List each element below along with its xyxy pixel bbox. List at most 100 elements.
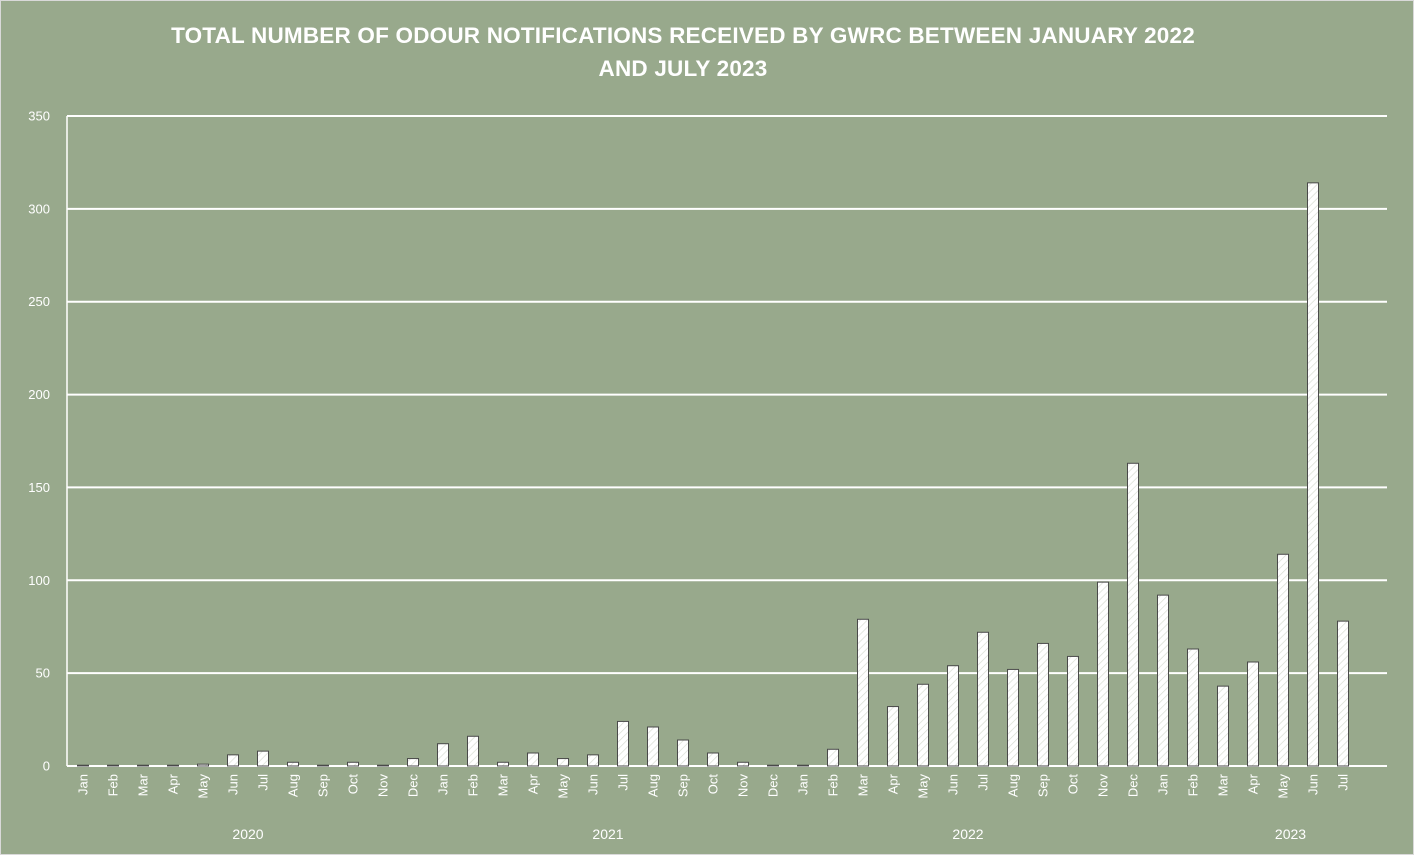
bar bbox=[167, 764, 179, 767]
bar bbox=[677, 739, 689, 767]
bar bbox=[227, 754, 239, 767]
bar bbox=[377, 764, 389, 767]
y-tick-label: 0 bbox=[43, 759, 50, 774]
bar bbox=[887, 706, 899, 767]
bar bbox=[497, 761, 509, 767]
x-tick-label: Jun bbox=[1306, 774, 1321, 795]
x-tick-label: Oct bbox=[1066, 774, 1081, 795]
x-tick-label: Feb bbox=[1186, 774, 1201, 796]
x-tick-label: Jun bbox=[946, 774, 961, 795]
y-tick-label: 250 bbox=[28, 294, 50, 309]
bar bbox=[257, 750, 269, 767]
x-tick-label: Dec bbox=[766, 774, 781, 798]
bar bbox=[977, 631, 989, 767]
bar bbox=[1097, 581, 1109, 767]
x-tick-label: Jul bbox=[1336, 774, 1351, 791]
x-axis-year-labels: 2020 2021 2022 2023 bbox=[232, 826, 1306, 842]
x-tick-label: Apr bbox=[166, 773, 181, 794]
bar bbox=[797, 764, 809, 767]
x-tick-label: Nov bbox=[376, 774, 391, 798]
bar bbox=[77, 764, 89, 767]
x-tick-label: Sep bbox=[316, 774, 331, 797]
bar bbox=[707, 752, 719, 767]
bar bbox=[1187, 648, 1199, 767]
x-tick-label: Oct bbox=[346, 774, 361, 795]
x-tick-label: Mar bbox=[1216, 773, 1231, 796]
bar bbox=[467, 735, 479, 767]
x-tick-label: May bbox=[1276, 774, 1291, 799]
x-tick-label: Feb bbox=[106, 774, 121, 796]
x-tick-label: Aug bbox=[1006, 774, 1021, 797]
bar bbox=[317, 764, 329, 767]
x-tick-label: May bbox=[916, 774, 931, 799]
bar bbox=[557, 758, 569, 767]
y-axis-ticks: 0 50 100 150 200 250 300 350 bbox=[28, 109, 50, 774]
bar bbox=[197, 763, 209, 767]
bar bbox=[437, 743, 449, 767]
bar bbox=[737, 761, 749, 767]
bar bbox=[527, 752, 539, 767]
year-group-label: 2022 bbox=[952, 826, 983, 842]
x-tick-label: May bbox=[196, 774, 211, 799]
bar bbox=[857, 618, 869, 767]
y-tick-label: 100 bbox=[28, 573, 50, 588]
x-tick-label: Aug bbox=[286, 774, 301, 797]
gridlines bbox=[66, 115, 1387, 767]
x-tick-label: Jun bbox=[226, 774, 241, 795]
y-tick-label: 150 bbox=[28, 480, 50, 495]
bar bbox=[1157, 594, 1169, 767]
x-tick-label: Mar bbox=[136, 773, 151, 796]
bar bbox=[1277, 553, 1289, 767]
x-tick-label: Aug bbox=[646, 774, 661, 797]
bar bbox=[137, 764, 149, 767]
bar bbox=[587, 754, 599, 767]
x-axis-month-labels: Jan Feb Mar Apr May Jun Jul Aug Sep Oct Nov Dec Jan F… bbox=[76, 773, 1351, 798]
x-tick-label: Jul bbox=[616, 774, 631, 791]
year-group-label: 2021 bbox=[592, 826, 623, 842]
x-tick-label: Jan bbox=[76, 774, 91, 795]
x-tick-label: Jul bbox=[256, 774, 271, 791]
x-tick-label: Sep bbox=[1036, 774, 1051, 797]
x-tick-label: Jan bbox=[796, 774, 811, 795]
bar bbox=[107, 764, 119, 767]
bar bbox=[1127, 462, 1139, 767]
bar bbox=[647, 726, 659, 767]
x-tick-label: Dec bbox=[406, 774, 421, 798]
x-tick-label: Nov bbox=[1096, 774, 1111, 798]
chart-title-line-2: AND JULY 2023 bbox=[598, 56, 768, 81]
bar bbox=[407, 758, 419, 767]
x-tick-label: Feb bbox=[826, 774, 841, 796]
bar bbox=[1007, 668, 1019, 767]
x-tick-label: Nov bbox=[736, 774, 751, 798]
x-tick-label: Jan bbox=[436, 774, 451, 795]
x-tick-label: Mar bbox=[856, 773, 871, 796]
bar bbox=[1037, 642, 1049, 767]
bar bbox=[947, 665, 959, 767]
x-tick-label: Feb bbox=[466, 774, 481, 796]
x-tick-label: Jan bbox=[1156, 774, 1171, 795]
x-tick-label: Apr bbox=[1246, 773, 1261, 794]
bar bbox=[767, 764, 779, 767]
bar bbox=[827, 748, 839, 767]
chart-title: TOTAL NUMBER OF ODOUR NOTIFICATIONS RECE… bbox=[1, 19, 1365, 85]
x-tick-label: Dec bbox=[1126, 774, 1141, 798]
x-tick-label: May bbox=[556, 774, 571, 799]
y-tick-label: 50 bbox=[36, 666, 50, 681]
y-tick-label: 350 bbox=[28, 109, 50, 124]
x-tick-label: Mar bbox=[496, 773, 511, 796]
bar bbox=[287, 761, 299, 767]
bar bbox=[617, 720, 629, 767]
x-tick-label: Sep bbox=[676, 774, 691, 797]
bar bbox=[1217, 685, 1229, 767]
bar bbox=[1247, 661, 1259, 767]
bar bbox=[917, 683, 929, 767]
bar bbox=[1067, 655, 1079, 767]
chart-title-line-1: TOTAL NUMBER OF ODOUR NOTIFICATIONS RECE… bbox=[171, 23, 1195, 48]
bar bbox=[1337, 620, 1349, 767]
year-group-label: 2023 bbox=[1275, 826, 1306, 842]
x-tick-label: Jun bbox=[586, 774, 601, 795]
bar bbox=[1307, 182, 1319, 767]
x-tick-label: Apr bbox=[526, 773, 541, 794]
